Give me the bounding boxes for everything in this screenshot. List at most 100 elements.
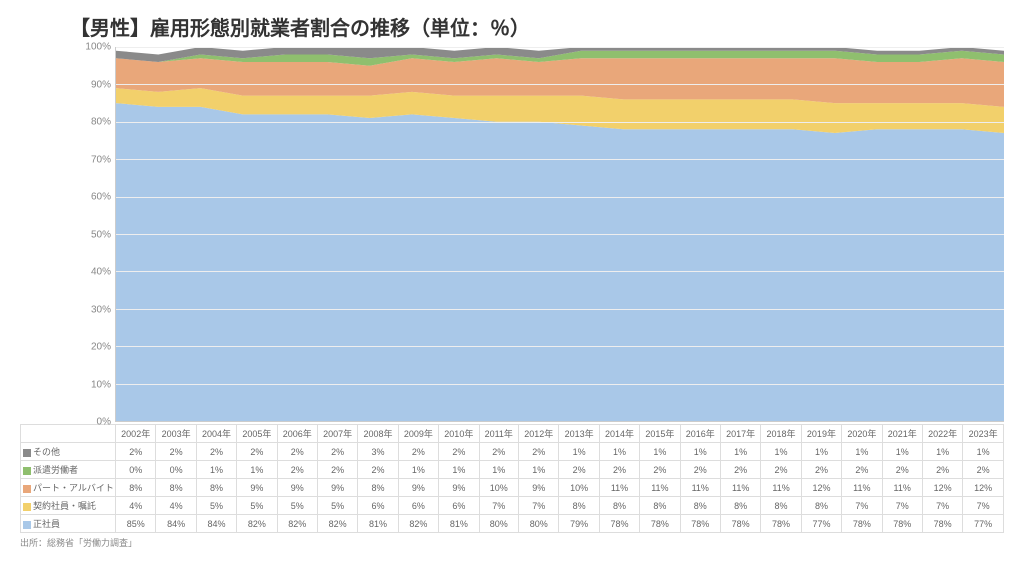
cell: 78% [640,515,680,533]
cell: 9% [439,479,479,497]
cell: 9% [237,479,277,497]
cell: 1% [761,443,801,461]
cell: 1% [237,461,277,479]
cell: 78% [680,515,720,533]
cell: 2% [559,461,599,479]
cell: 78% [720,515,760,533]
cell: 82% [277,515,317,533]
col-year: 2008年 [358,425,398,443]
cell: 0% [156,461,196,479]
col-year: 2006年 [277,425,317,443]
cell: 8% [156,479,196,497]
cell: 1% [479,461,519,479]
cell: 2% [277,461,317,479]
cell: 12% [801,479,841,497]
cell: 8% [196,479,236,497]
col-year: 2003年 [156,425,196,443]
cell: 2% [317,443,357,461]
cell: 2% [358,461,398,479]
area-regular [116,103,1004,421]
cell: 6% [439,497,479,515]
y-tick: 70% [91,154,111,165]
grid-line [116,159,1004,160]
cell: 8% [680,497,720,515]
cell: 2% [801,461,841,479]
col-year: 2012年 [519,425,559,443]
col-year: 2022年 [922,425,962,443]
cell: 5% [277,497,317,515]
cell: 10% [559,479,599,497]
cell: 0% [116,461,156,479]
cell: 2% [479,443,519,461]
cell: 3% [358,443,398,461]
grid-line [116,84,1004,85]
cell: 8% [761,497,801,515]
swatch-dispatch [23,467,31,475]
col-year: 2002年 [116,425,156,443]
y-tick: 100% [85,42,111,53]
cell: 85% [116,515,156,533]
col-year: 2009年 [398,425,438,443]
cell: 82% [237,515,277,533]
cell: 4% [116,497,156,515]
cell: 2% [156,443,196,461]
col-year: 2014年 [599,425,639,443]
cell: 77% [963,515,1004,533]
col-year: 2016年 [680,425,720,443]
cell: 12% [922,479,962,497]
y-tick: 50% [91,229,111,240]
cell: 78% [761,515,801,533]
cell: 2% [599,461,639,479]
cell: 8% [640,497,680,515]
cell: 1% [801,443,841,461]
cell: 2% [680,461,720,479]
cell: 1% [519,461,559,479]
cell: 1% [196,461,236,479]
cell: 8% [358,479,398,497]
col-year: 2007年 [317,425,357,443]
cell: 2% [842,461,882,479]
table-row: 正社員85%84%84%82%82%82%81%82%81%80%80%79%7… [21,515,1004,533]
cell: 5% [317,497,357,515]
col-year: 2018年 [761,425,801,443]
cell: 2% [237,443,277,461]
grid-line [116,309,1004,310]
y-tick: 90% [91,79,111,90]
cell: 9% [317,479,357,497]
row-head-contract: 契約社員・嘱託 [21,497,116,515]
cell: 78% [882,515,922,533]
cell: 2% [116,443,156,461]
cell: 78% [599,515,639,533]
cell: 2% [317,461,357,479]
cell: 2% [277,443,317,461]
col-year: 2013年 [559,425,599,443]
col-year: 2021年 [882,425,922,443]
cell: 7% [963,497,1004,515]
row-head-dispatch: 派遣労働者 [21,461,116,479]
cell: 2% [196,443,236,461]
grid-line [116,47,1004,48]
table-row: パート・アルバイト8%8%8%9%9%9%8%9%9%10%9%10%11%11… [21,479,1004,497]
y-tick: 60% [91,192,111,203]
col-year: 2005年 [237,425,277,443]
y-tick: 10% [91,379,111,390]
cell: 9% [398,479,438,497]
chart-title: 【男性】雇用形態別就業者割合の推移（単位：％） [70,12,1004,41]
cell: 1% [559,443,599,461]
cell: 7% [922,497,962,515]
cell: 11% [882,479,922,497]
cell: 11% [599,479,639,497]
cell: 80% [519,515,559,533]
cell: 11% [640,479,680,497]
cell: 5% [237,497,277,515]
col-year: 2015年 [640,425,680,443]
grid-line [116,197,1004,198]
grid-line [116,271,1004,272]
row-head-part: パート・アルバイト [21,479,116,497]
y-axis: 0%10%20%30%40%50%60%70%80%90%100% [20,47,115,422]
cell: 2% [439,443,479,461]
y-tick: 30% [91,304,111,315]
cell: 8% [720,497,760,515]
y-tick: 0% [97,417,111,428]
cell: 2% [398,443,438,461]
